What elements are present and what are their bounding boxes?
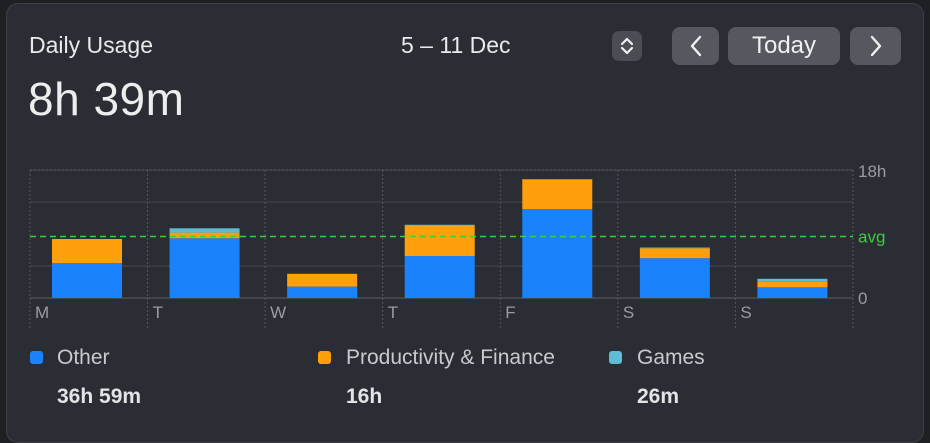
bar-4-series-1 <box>522 179 593 210</box>
legend-label-productivity: Productivity & Finance <box>346 346 555 369</box>
x-tick-label-5: S <box>623 303 634 322</box>
bar-3-series-1 <box>404 225 475 257</box>
bar-5-series-0 <box>639 258 710 298</box>
legend-swatch-other <box>30 351 43 364</box>
chevron-right-icon <box>870 35 881 57</box>
daily-usage-panel <box>6 3 924 443</box>
y-tick-label-zero: 0 <box>858 289 867 308</box>
x-tick-label-3: T <box>388 303 398 322</box>
bar-3-series-2 <box>404 224 475 226</box>
date-range: 5 – 11 Dec <box>401 32 511 58</box>
x-tick-label-6: S <box>740 303 751 322</box>
bar-5-series-1 <box>639 248 710 259</box>
bar-1-series-2 <box>169 228 240 233</box>
legend-value-productivity: 16h <box>346 385 383 408</box>
legend-swatch-productivity <box>318 351 331 364</box>
total-usage: 8h 39m <box>28 73 185 125</box>
legend-value-other: 36h 59m <box>57 385 142 408</box>
legend-label-other: Other <box>57 346 110 369</box>
bar-2-series-1 <box>287 273 358 287</box>
bar-5-series-2 <box>639 247 710 249</box>
bar-0-series-1 <box>52 238 122 264</box>
x-tick-label-2: W <box>270 303 286 322</box>
bar-2-series-0 <box>287 286 358 298</box>
next-week-button[interactable] <box>850 27 901 65</box>
bar-1-series-0 <box>169 238 240 298</box>
chevron-left-icon <box>690 35 701 57</box>
bar-6-series-2 <box>757 278 828 282</box>
legend-swatch-games <box>609 351 622 364</box>
x-tick-label-4: F <box>505 303 515 322</box>
x-tick-label-1: T <box>153 303 163 322</box>
up-down-stepper-icon <box>620 37 634 55</box>
x-tick-label-0: M <box>35 303 49 322</box>
today-button[interactable]: Today <box>728 27 840 65</box>
average-label: avg <box>858 227 885 246</box>
bar-0-series-0 <box>52 263 122 298</box>
legend-label-games: Games <box>637 346 705 369</box>
legend-value-games: 26m <box>637 385 680 408</box>
page-title: Daily Usage <box>29 32 153 58</box>
previous-week-button[interactable] <box>672 27 719 65</box>
y-tick-label-max: 18h <box>858 162 886 181</box>
bar-3-series-0 <box>404 256 475 298</box>
bar-4-series-0 <box>522 209 593 298</box>
bar-1-series-1 <box>169 232 240 239</box>
bar-6-series-0 <box>757 287 828 298</box>
bar-6-series-1 <box>757 281 828 288</box>
date-range-stepper[interactable] <box>612 31 642 61</box>
